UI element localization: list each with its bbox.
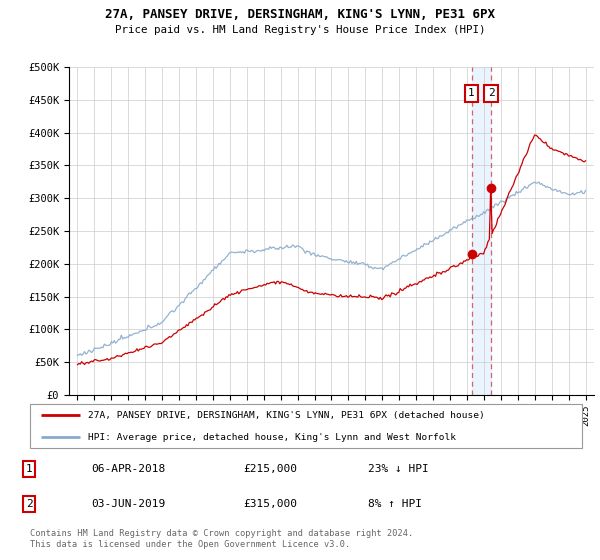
Text: 23% ↓ HPI: 23% ↓ HPI: [368, 464, 428, 474]
Text: 2: 2: [26, 499, 32, 509]
Text: 06-APR-2018: 06-APR-2018: [91, 464, 166, 474]
Text: £215,000: £215,000: [244, 464, 298, 474]
Text: 8% ↑ HPI: 8% ↑ HPI: [368, 499, 422, 509]
Text: 1: 1: [468, 88, 475, 99]
Text: Contains HM Land Registry data © Crown copyright and database right 2024.
This d: Contains HM Land Registry data © Crown c…: [30, 529, 413, 549]
Text: HPI: Average price, detached house, King's Lynn and West Norfolk: HPI: Average price, detached house, King…: [88, 432, 456, 442]
Text: Price paid vs. HM Land Registry's House Price Index (HPI): Price paid vs. HM Land Registry's House …: [115, 25, 485, 35]
FancyBboxPatch shape: [30, 404, 582, 448]
Text: 1: 1: [26, 464, 32, 474]
Text: 27A, PANSEY DRIVE, DERSINGHAM, KING'S LYNN, PE31 6PX (detached house): 27A, PANSEY DRIVE, DERSINGHAM, KING'S LY…: [88, 410, 485, 420]
Text: 27A, PANSEY DRIVE, DERSINGHAM, KING'S LYNN, PE31 6PX: 27A, PANSEY DRIVE, DERSINGHAM, KING'S LY…: [105, 8, 495, 21]
Text: £315,000: £315,000: [244, 499, 298, 509]
Text: 03-JUN-2019: 03-JUN-2019: [91, 499, 166, 509]
Bar: [472, 67, 491, 395]
Text: 2: 2: [488, 88, 494, 99]
